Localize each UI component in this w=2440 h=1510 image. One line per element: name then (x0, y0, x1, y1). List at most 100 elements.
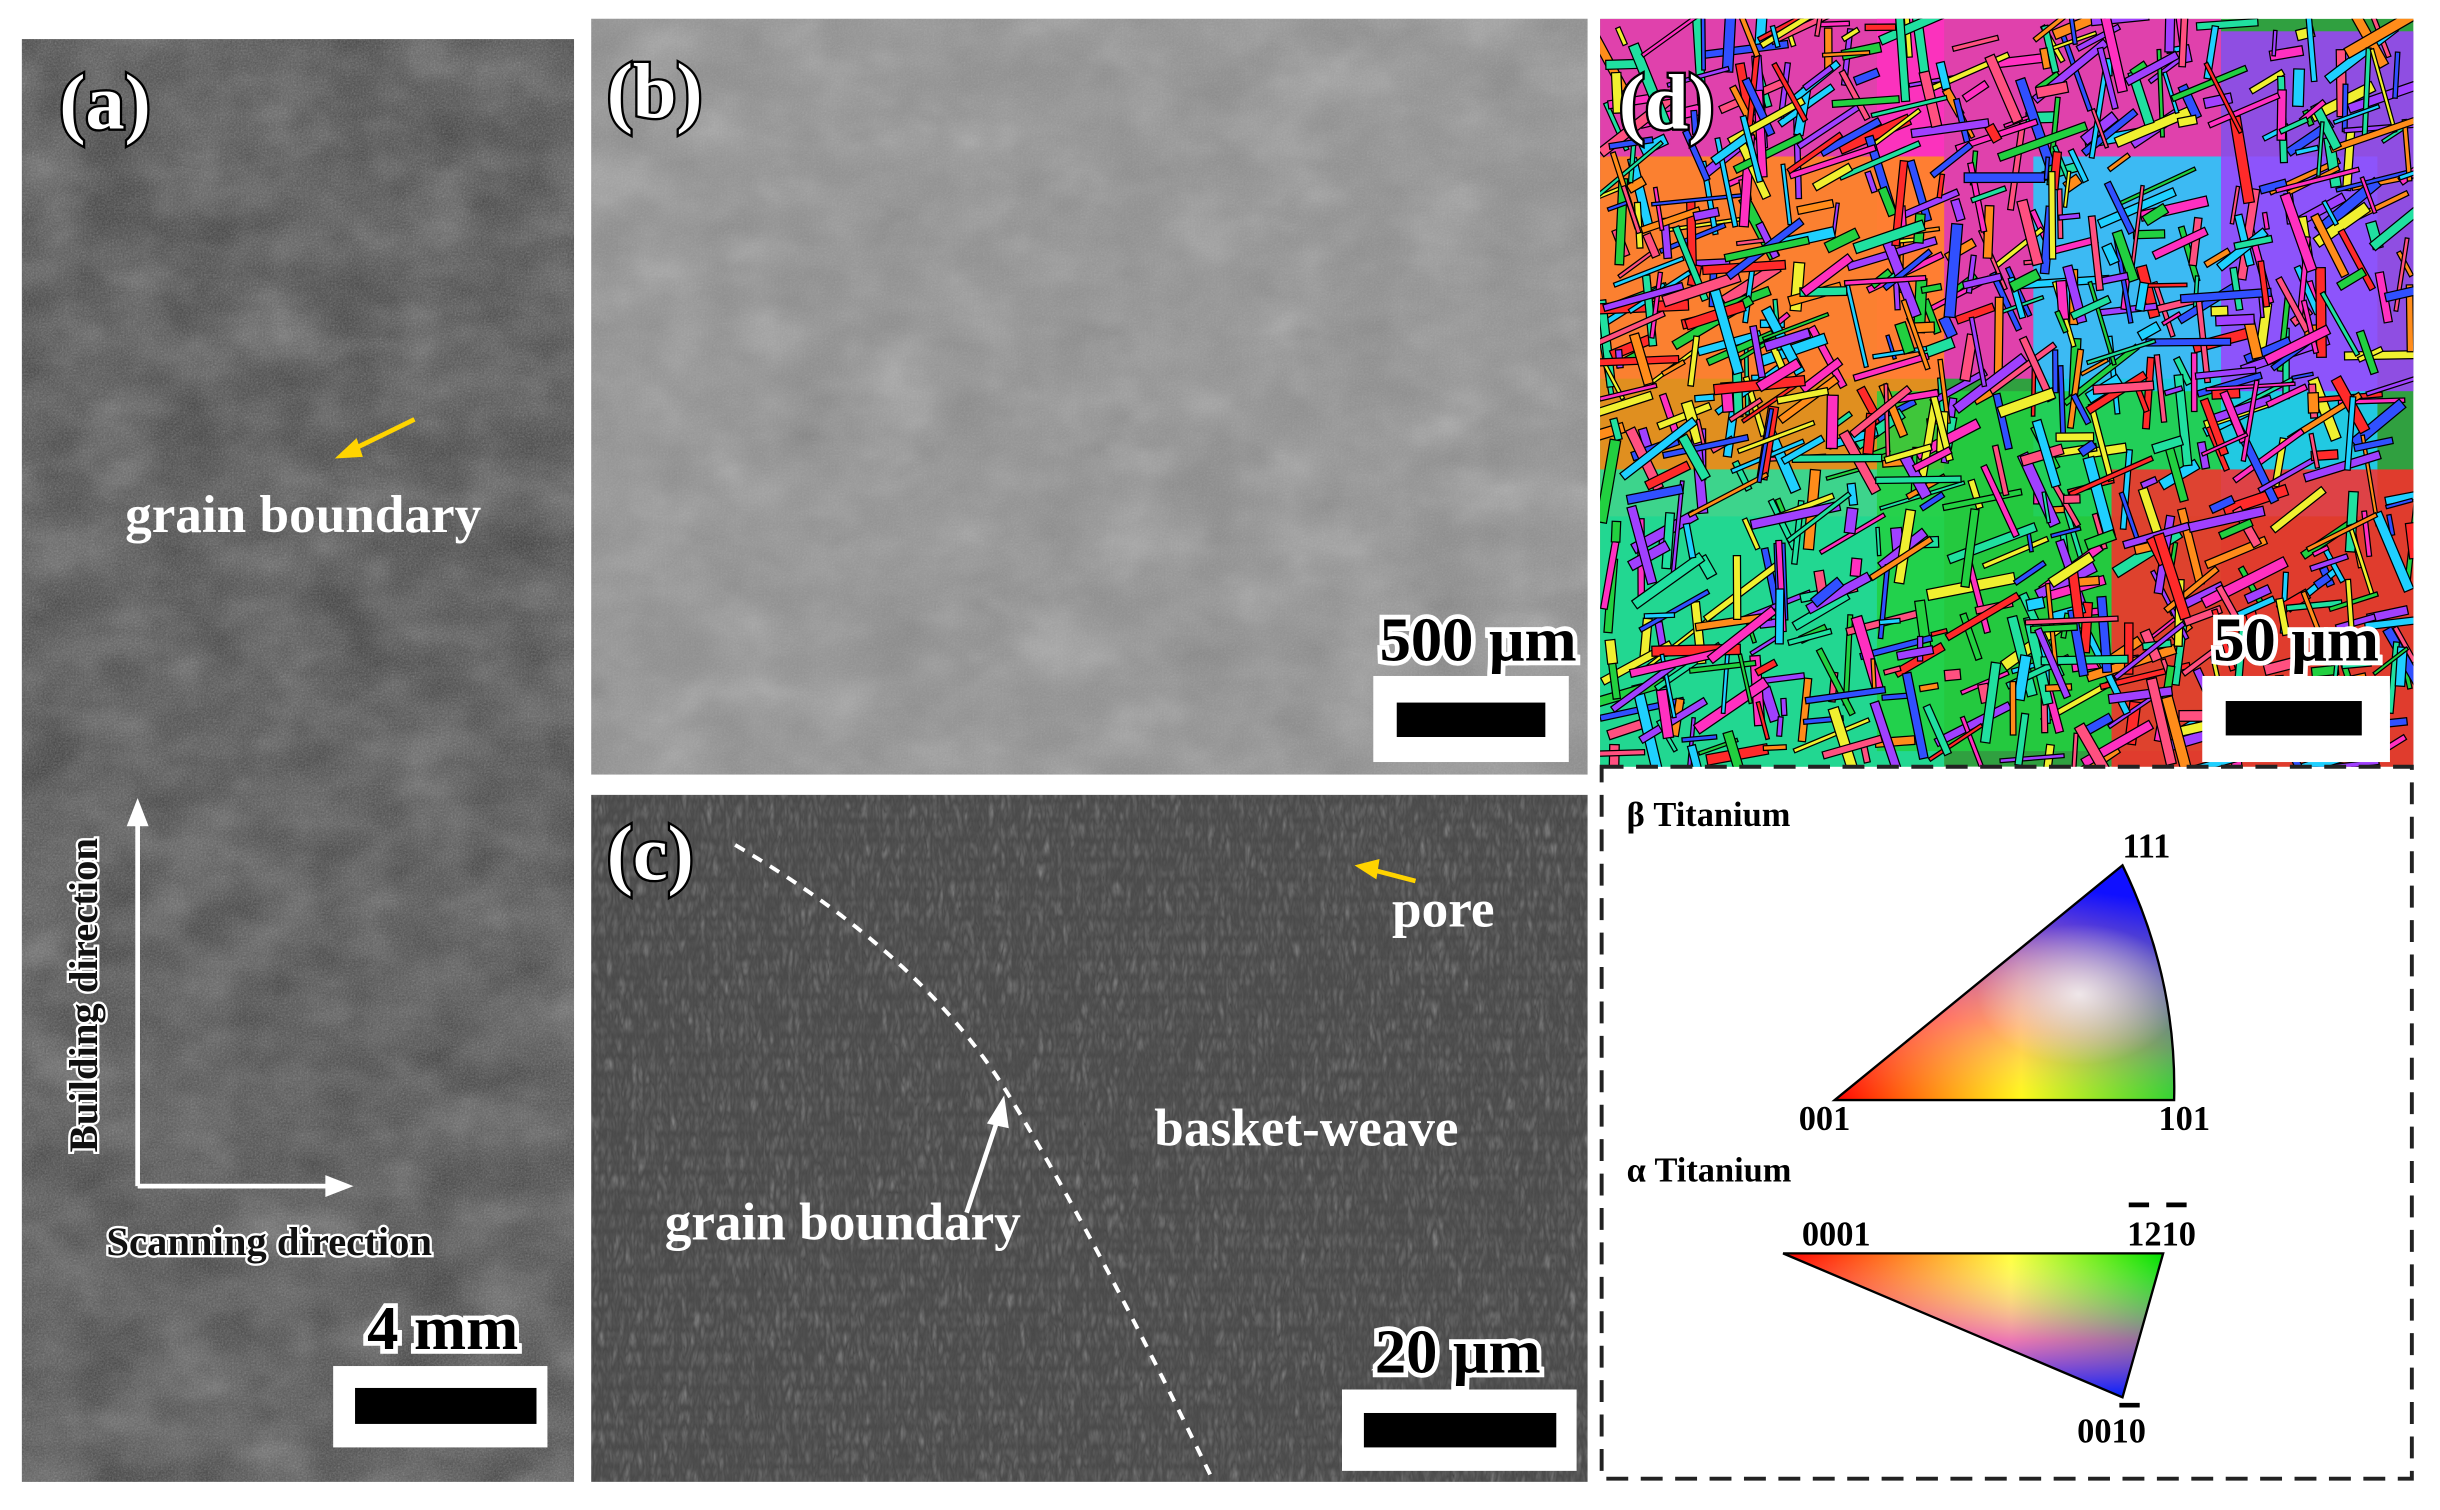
legend-title: β Titanium (1627, 796, 1791, 834)
ebsd-grain (2051, 18, 2106, 41)
ebsd-grain (2271, 29, 2278, 57)
ebsd-grain (1656, 401, 1713, 431)
ebsd-grain (1911, 446, 1953, 473)
ebsd-grain (2332, 103, 2381, 125)
ebsd-grain (1625, 483, 1684, 505)
ebsd-grain (1849, 557, 1863, 578)
ebsd-grain (1941, 488, 2023, 512)
annotation: basket-weave (1154, 1098, 1458, 1157)
ebsd-grain (1727, 397, 1764, 424)
scale-bar-label: 4 mm (367, 1293, 518, 1363)
ebsd-grain (1961, 79, 1990, 103)
ebsd-map (1600, 18, 2414, 767)
panel-d: (d) 50 μm β Titanium 111 001 101 α Titan… (1599, 18, 2414, 1481)
ebsd-grain (1639, 206, 1702, 235)
ebsd-grain (2229, 266, 2244, 312)
ebsd-grain (2057, 212, 2081, 221)
ebsd-grain (1811, 162, 1854, 192)
ebsd-grain (1732, 132, 1805, 175)
ebsd-grain (2229, 185, 2241, 225)
scale-bar (2225, 701, 2362, 736)
texture (591, 794, 1588, 1482)
ebsd-grain (1776, 716, 1784, 737)
scale-bar-label: 20 μm (1375, 1316, 1541, 1386)
ebsd-grain (2205, 381, 2296, 392)
corner-label: 1210 (2127, 1216, 2196, 1254)
ebsd-grain (1980, 463, 2020, 539)
ebsd-grain (2271, 437, 2288, 488)
ebsd-grain (1970, 185, 2008, 204)
ebsd-grain (1868, 535, 1934, 582)
ebsd-grain (2031, 418, 2062, 489)
ebsd-grain (2315, 266, 2327, 359)
direction-label: Scanning direction (106, 1219, 432, 1264)
ebsd-grain (2369, 47, 2398, 134)
scale-bar (1363, 1412, 1557, 1448)
ebsd-grain (1721, 18, 1738, 73)
ebsd-grain (2308, 432, 2321, 470)
ebsd-grain (2101, 242, 2121, 267)
ebsd-grain (1864, 23, 1897, 32)
ebsd-grain (2316, 121, 2325, 177)
scale-bar (355, 1387, 537, 1424)
ebsd-grain (2341, 83, 2349, 133)
boundary-line (734, 843, 1214, 1480)
ebsd-grain (2248, 68, 2286, 95)
ebsd-grain (2018, 335, 2056, 403)
ebsd-grain (2136, 320, 2162, 342)
ebsd-grain (1600, 438, 1622, 525)
ebsd-grain (1625, 175, 1648, 194)
ebsd-grain (1895, 644, 1935, 661)
ebsd-grain (1723, 235, 1811, 263)
ebsd-grain (1952, 352, 2028, 414)
ebsd-grain (1864, 170, 1878, 194)
ebsd-grain (2024, 615, 2119, 626)
ebsd-grain (1687, 471, 1770, 518)
ebsd-grain (2162, 71, 2180, 115)
direction-label: Building direction (61, 838, 106, 1152)
ebsd-grain (1943, 222, 1964, 319)
ebsd-grain (1852, 67, 1881, 86)
ebsd-grain (2383, 281, 2414, 303)
ebsd-grain (1774, 588, 1785, 645)
ebsd-grain (1688, 659, 1757, 674)
ebsd-grain (1891, 159, 1909, 247)
ebsd-grain (2261, 211, 2270, 231)
ebsd-grain (1759, 18, 1840, 50)
ebsd-grain (1732, 554, 1742, 621)
panel-label: (d) (1619, 58, 1715, 145)
ebsd-grain (1690, 109, 1700, 136)
panel-b: (b) 500 μm (591, 18, 1588, 775)
ebsd-grain (2041, 491, 2052, 524)
ebsd-grain (2079, 357, 2110, 377)
ebsd-grain (1686, 743, 1704, 767)
ebsd-grain (1682, 522, 1697, 560)
ebsd-grain (1882, 665, 1902, 676)
ebsd-grain (1706, 605, 1778, 665)
ebsd-grain (2009, 680, 2017, 736)
ebsd-grain (2328, 115, 2414, 154)
ebsd-grain (1769, 24, 1781, 49)
ebsd-grain (1796, 198, 1835, 216)
ebsd-grain (1626, 504, 1658, 586)
ebsd-grain (2343, 18, 2414, 59)
legend-title: α Titanium (1627, 1151, 1792, 1189)
ebsd-grain (2062, 494, 2081, 505)
ebsd-grain (2090, 107, 2110, 149)
ebsd-grain (2372, 646, 2410, 677)
ipf-triangle (1831, 863, 2176, 1102)
ebsd-grain (1756, 407, 1775, 484)
ebsd-grain (2008, 268, 2042, 293)
ebsd-grain (1610, 520, 1622, 543)
ebsd-grain (1843, 274, 1927, 287)
ebsd-grain (2164, 18, 2176, 53)
ebsd-grain (2151, 435, 2185, 455)
corner-label: 0010 (2077, 1413, 2146, 1451)
ebsd-grain (1859, 634, 1934, 661)
ebsd-grain (2106, 152, 2132, 173)
arrow-head (334, 438, 363, 459)
ebsd-grain (1755, 700, 1771, 741)
ebsd-grain (1821, 50, 1871, 58)
ebsd-grain (1786, 131, 1844, 175)
